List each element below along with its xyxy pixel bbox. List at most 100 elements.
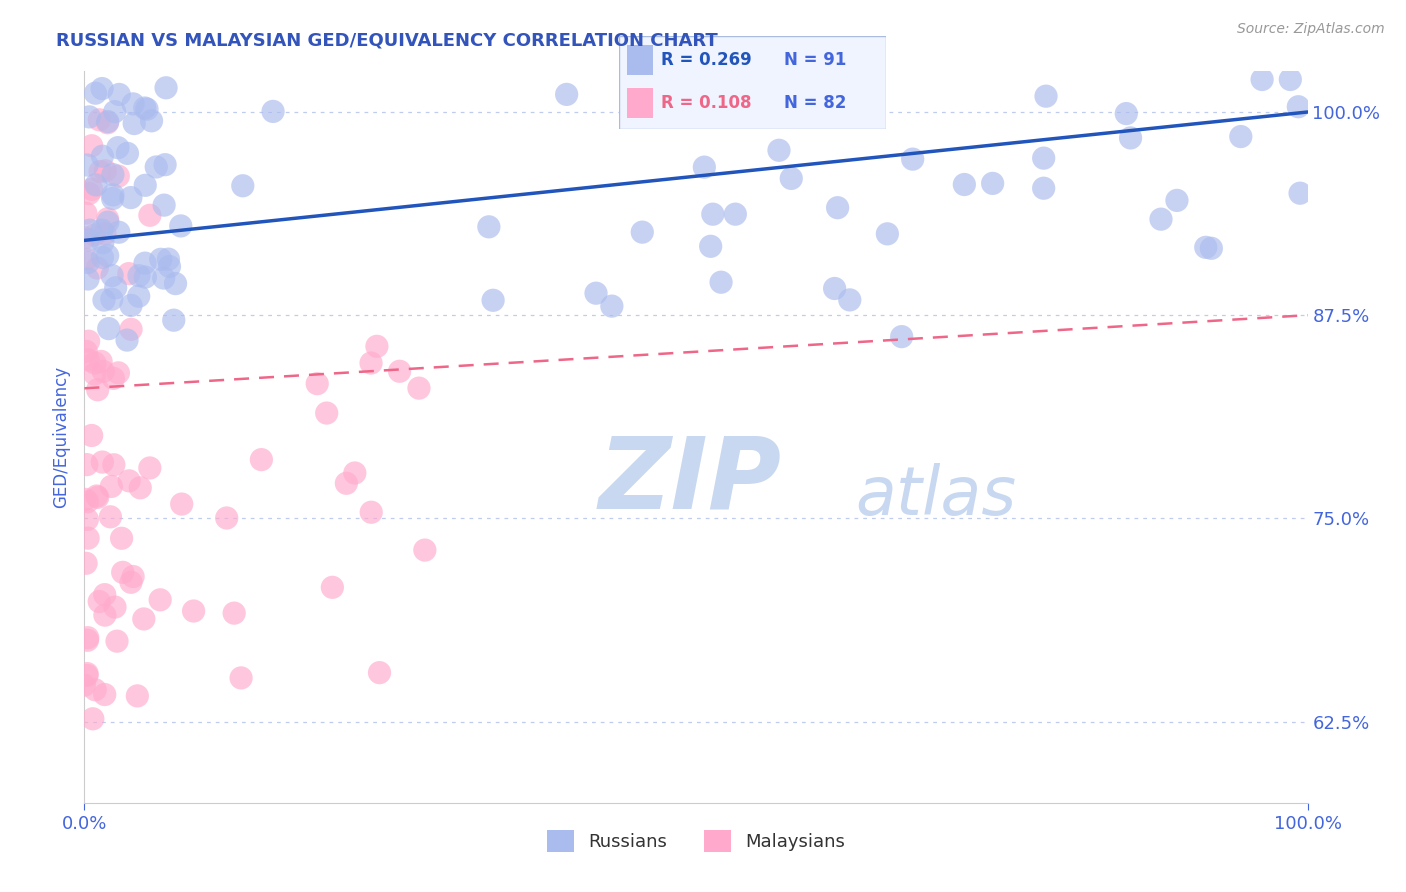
- Point: [77, 334, 100, 349]
- Point: [139, 208, 162, 222]
- Point: [1230, 129, 1253, 144]
- Point: [115, 333, 138, 347]
- Point: [104, 600, 127, 615]
- Text: ZIP: ZIP: [598, 433, 782, 530]
- Point: [128, 289, 150, 303]
- Point: [93, 588, 115, 602]
- Point: [321, 580, 343, 594]
- Point: [953, 178, 976, 192]
- Point: [1251, 72, 1274, 87]
- Point: [631, 225, 654, 239]
- Point: [149, 252, 172, 267]
- Text: R = 0.269: R = 0.269: [661, 51, 752, 69]
- Point: [1166, 194, 1188, 208]
- Point: [76, 458, 98, 472]
- Point: [724, 207, 747, 221]
- Point: [104, 104, 127, 119]
- Point: [388, 364, 411, 378]
- Point: [134, 256, 156, 270]
- Point: [76, 668, 98, 682]
- Point: [876, 227, 898, 241]
- Point: [780, 171, 803, 186]
- Point: [97, 248, 120, 262]
- Point: [84, 86, 107, 100]
- Point: [77, 233, 100, 247]
- Point: [91, 455, 114, 469]
- Point: [122, 569, 145, 583]
- Point: [91, 364, 114, 378]
- Point: [75, 556, 97, 570]
- Point: [134, 101, 156, 115]
- Point: [128, 268, 150, 283]
- Point: [91, 251, 114, 265]
- Point: [120, 191, 142, 205]
- Point: [100, 479, 122, 493]
- Point: [97, 114, 120, 128]
- Y-axis label: GED/Equivalency: GED/Equivalency: [52, 366, 70, 508]
- Point: [103, 371, 125, 385]
- Point: [105, 634, 128, 648]
- Point: [80, 428, 103, 442]
- Point: [145, 160, 167, 174]
- Point: [600, 299, 623, 313]
- Point: [77, 272, 100, 286]
- Point: [94, 227, 117, 241]
- Point: [1289, 186, 1312, 201]
- Point: [170, 219, 193, 233]
- Point: [117, 146, 139, 161]
- Point: [77, 255, 100, 269]
- Point: [250, 452, 273, 467]
- Point: [170, 497, 193, 511]
- Point: [163, 313, 186, 327]
- Point: [76, 633, 98, 648]
- Point: [183, 604, 205, 618]
- Point: [824, 281, 846, 295]
- Point: [129, 481, 152, 495]
- Point: [1032, 151, 1054, 165]
- Point: [139, 461, 162, 475]
- Point: [97, 215, 120, 229]
- Point: [315, 406, 337, 420]
- Point: [107, 366, 129, 380]
- Point: [97, 321, 120, 335]
- Point: [478, 219, 501, 234]
- Point: [1119, 131, 1142, 145]
- Point: [1115, 106, 1137, 120]
- Point: [1286, 100, 1309, 114]
- Point: [77, 186, 100, 201]
- Point: [77, 352, 100, 367]
- Point: [1035, 89, 1057, 103]
- Point: [155, 80, 177, 95]
- Point: [159, 260, 181, 274]
- Point: [153, 158, 176, 172]
- Point: [699, 239, 721, 253]
- Point: [1032, 181, 1054, 195]
- Point: [108, 225, 131, 239]
- Point: [87, 491, 110, 505]
- Point: [79, 223, 101, 237]
- Point: [224, 606, 246, 620]
- Point: [981, 177, 1004, 191]
- Point: [94, 608, 117, 623]
- Point: [134, 270, 156, 285]
- Point: [1150, 212, 1173, 227]
- Legend: Russians, Malaysians: Russians, Malaysians: [540, 823, 852, 860]
- Point: [108, 87, 131, 102]
- Point: [84, 178, 107, 192]
- Point: [120, 575, 142, 590]
- Point: [107, 141, 129, 155]
- Point: [838, 293, 860, 307]
- Point: [122, 96, 145, 111]
- Point: [1195, 240, 1218, 254]
- Point: [1279, 72, 1302, 87]
- Point: [120, 298, 142, 312]
- Point: [90, 354, 112, 368]
- Point: [693, 160, 716, 174]
- Point: [141, 113, 163, 128]
- Point: [215, 511, 238, 525]
- Point: [555, 87, 578, 102]
- Point: [134, 178, 156, 193]
- Point: [101, 292, 124, 306]
- Point: [132, 612, 155, 626]
- Point: [73, 230, 96, 244]
